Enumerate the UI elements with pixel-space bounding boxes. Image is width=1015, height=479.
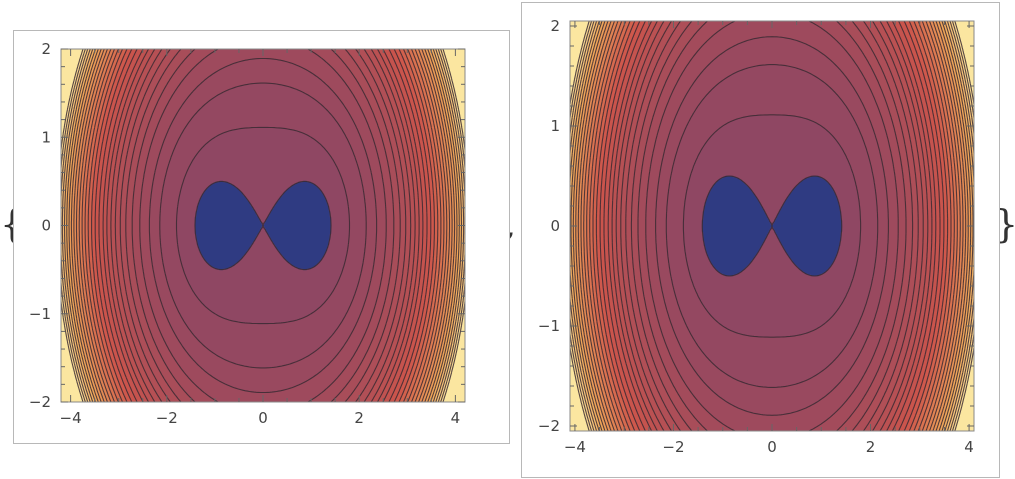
contour-line (620, 20, 924, 432)
x-tick-label: −4 (564, 438, 586, 456)
contour-line (569, 20, 975, 432)
y-tick-label: −1 (538, 317, 560, 335)
contour-line (569, 21, 975, 431)
contour-line (60, 48, 466, 403)
contour-line (586, 20, 958, 432)
contour-line (106, 48, 420, 403)
y-tick-label: 1 (41, 128, 51, 146)
contour-line (131, 48, 395, 403)
contour-line (159, 82, 367, 369)
contour-line (148, 57, 378, 394)
x-tick-label: −2 (156, 409, 178, 427)
y-tick-label: 1 (550, 117, 560, 135)
contour-line (60, 48, 466, 403)
contour-line (701, 175, 843, 277)
contour-line (572, 20, 972, 432)
contour-line (60, 48, 466, 403)
y-tick-label: 0 (41, 217, 51, 235)
contour-line (611, 20, 933, 432)
contour-line (599, 20, 945, 432)
contour-line (570, 20, 974, 432)
contour-line (63, 48, 463, 403)
y-tick-label: 0 (550, 217, 560, 235)
contour-line (114, 48, 412, 403)
contour-lines (60, 48, 466, 403)
x-tick-label: 2 (354, 409, 364, 427)
contour-line (682, 114, 862, 338)
contour-line (615, 20, 929, 432)
separator-comma: , (506, 209, 516, 244)
contour-line (569, 20, 975, 432)
contour-line (125, 48, 401, 403)
contour-line (84, 48, 442, 403)
x-tick-label: 4 (964, 438, 974, 456)
contour-line (75, 48, 451, 403)
x-tick-label: 4 (451, 409, 461, 427)
contour-line (665, 64, 879, 388)
y-tick-label: 2 (41, 40, 51, 58)
contour-line (577, 20, 967, 432)
contour-line (68, 48, 458, 403)
y-tick-label: 2 (550, 17, 560, 35)
contour-line (630, 20, 914, 432)
contour-line (569, 20, 975, 432)
contour-line (98, 48, 428, 403)
contour-line (569, 20, 975, 432)
plot-frame-right[interactable]: −4 −2 0 2 4 −2 −1 0 1 2 (521, 2, 1000, 478)
contour-line (78, 48, 448, 403)
x-tick-label: −2 (662, 438, 684, 456)
contour-line (94, 48, 432, 403)
plot-frame-left[interactable]: −4 −2 0 2 4 −2 −1 0 1 2 (13, 30, 510, 444)
contour-line (595, 20, 949, 432)
x-tick-label: 0 (258, 409, 268, 427)
y-tick-label: −1 (29, 305, 51, 323)
contour-line (645, 20, 899, 432)
contour-line (73, 48, 453, 403)
contour-line (194, 180, 332, 271)
contour-line (81, 48, 445, 403)
contour-line (655, 36, 889, 416)
y-tick-label: −2 (29, 393, 51, 411)
contour-line (70, 48, 456, 403)
contour-line (91, 48, 435, 403)
contour-line (592, 20, 952, 432)
contour-line (61, 48, 465, 403)
contour-line (583, 20, 961, 432)
contour-line (575, 20, 969, 432)
contour-lines (569, 20, 975, 432)
contour-line (175, 126, 351, 325)
contour-line (87, 48, 439, 403)
contour-line (625, 20, 919, 432)
contour-line (110, 48, 416, 403)
x-tick-label: 0 (767, 438, 777, 456)
contour-plot-left: −4 −2 0 2 4 −2 −1 0 1 2 (29, 40, 466, 427)
contour-line (607, 20, 937, 432)
contour-line (580, 20, 964, 432)
x-tick-label: −4 (60, 409, 82, 427)
contour-line (119, 48, 407, 403)
x-tick-label: 2 (866, 438, 876, 456)
contour-line (603, 20, 941, 432)
y-tick-label: −2 (538, 417, 560, 435)
contour-line (637, 20, 907, 432)
contour-line (589, 20, 955, 432)
